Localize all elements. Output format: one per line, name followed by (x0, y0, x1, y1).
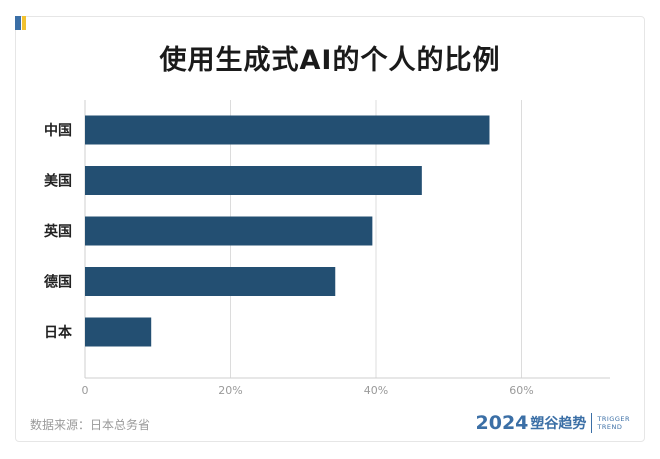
brand-logo: 2024 塑谷趋势 TRIGGER TREND (476, 412, 631, 434)
corner-accent-icon (15, 16, 26, 30)
brand-divider (591, 413, 593, 433)
brand-english: TRIGGER TREND (597, 415, 630, 431)
source-note: 数据来源：日本总务省 (30, 418, 151, 432)
x-tick-label: 0 (82, 384, 89, 397)
bar (85, 216, 373, 246)
brand-name: 塑谷趋势 (530, 416, 587, 432)
bar (85, 317, 152, 347)
x-tick-label: 20% (218, 384, 242, 397)
bar (85, 115, 490, 145)
x-tick-label: 60% (509, 384, 533, 397)
category-label: 日本 (44, 324, 73, 341)
category-label: 中国 (44, 122, 72, 139)
bar (85, 166, 422, 195)
category-label: 美国 (44, 173, 72, 190)
bar (85, 267, 336, 296)
category-label: 德国 (44, 274, 72, 291)
brand-english-line2: TREND (597, 423, 623, 431)
category-label: 英国 (43, 223, 72, 240)
x-tick-label: 40% (364, 384, 388, 397)
brand-english-line1: TRIGGER (597, 415, 630, 423)
brand-year: 2024 (475, 412, 529, 434)
chart-title: 使用生成式AI的个人的比例 (159, 45, 501, 76)
